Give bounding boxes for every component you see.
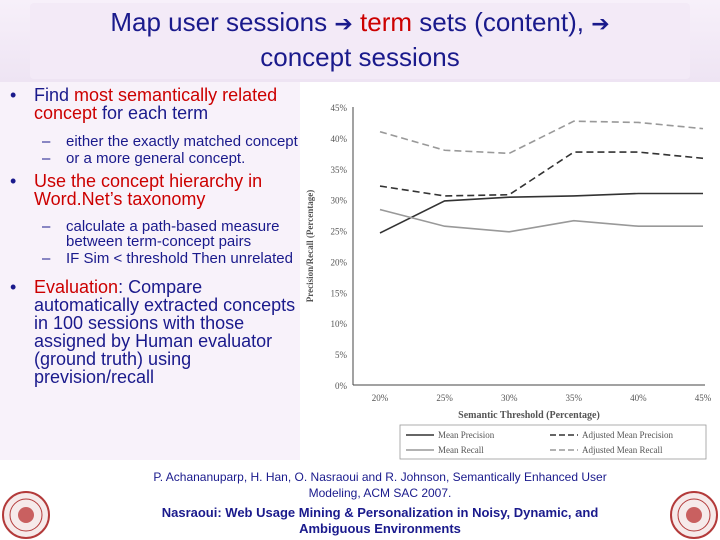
series-line [379, 192, 703, 234]
y-tick-label: 45% [331, 103, 348, 113]
right-arrow-icon: ➔ [334, 12, 353, 37]
y-tick-label: 10% [331, 319, 348, 329]
precision-recall-chart: 0% 5% 10% 15% 20% 25% 30% 35% 40% 45% 20% 25% 30% 35%… [305, 103, 712, 460]
y-tick-label: 35% [331, 165, 348, 175]
sub-bullet: IF Sim < threshold Then unrelated [8, 251, 300, 266]
citation: P. Achananuparp, H. Han, O. Nasraoui and… [153, 470, 607, 500]
y-axis-label: Precision/Recall (Percentage) [305, 190, 315, 302]
slide-title: Map user sessions ➔ term sets (content),… [30, 6, 690, 74]
title-part-2: term [360, 7, 413, 37]
series-line [379, 208, 703, 233]
legend-entry: Adjusted Mean Recall [582, 445, 663, 455]
y-tick-label: 0% [335, 381, 348, 391]
legend-entry: Mean Recall [438, 445, 484, 455]
legend-entry: Adjusted Mean Precision [582, 430, 673, 440]
y-tick-label: 25% [331, 227, 348, 237]
y-tick-label: 20% [331, 257, 348, 267]
bullet-3: Evaluation: Compare automatically extrac… [8, 278, 300, 386]
x-tick-label: 30% [501, 393, 518, 403]
university-seal-icon [2, 491, 50, 539]
footer-text: Nasraoui: Web Usage Mining & Personaliza… [161, 505, 599, 536]
bullet-2-text: Use the concept hierarchy in Word.Net’s … [34, 171, 263, 209]
x-axis-label: Semantic Threshold (Percentage) [458, 410, 600, 421]
x-tick-label: 25% [436, 393, 453, 403]
right-arrow-icon: ➔ [591, 12, 610, 37]
legend-box [399, 424, 707, 460]
x-tick-label: 45% [695, 393, 712, 403]
title-part-1: Map user sessions [110, 7, 328, 37]
y-tick-label: 30% [331, 196, 348, 206]
university-seal-icon [670, 491, 718, 539]
bullet-list: Find most semantically related concept f… [8, 86, 300, 386]
x-tick-label: 40% [630, 393, 647, 403]
bullet-2: Use the concept hierarchy in Word.Net’s … [8, 172, 300, 208]
title-part-3: sets (content), [419, 7, 584, 37]
series-line [379, 120, 704, 155]
sub-bullet: either the exactly matched concept [8, 134, 300, 149]
bullet-1-highlight: most semantically related concept [34, 85, 278, 123]
legend-entry: Mean Precision [438, 430, 495, 440]
y-tick-label: 15% [331, 288, 348, 298]
bullet-1: Find most semantically related concept f… [8, 86, 300, 122]
bullet-3-highlight: Evaluation [34, 277, 119, 297]
title-part-4: concept sessions [260, 42, 460, 72]
x-tick-label: 35% [566, 393, 583, 403]
y-tick-label: 5% [335, 350, 348, 360]
sub-bullet: or a more general concept. [8, 151, 300, 166]
y-tick-label: 40% [331, 134, 348, 144]
sub-bullet: calculate a path-based measure between t… [8, 219, 300, 249]
series-line [379, 151, 704, 197]
title-box [30, 3, 690, 79]
x-tick-label: 20% [372, 393, 389, 403]
